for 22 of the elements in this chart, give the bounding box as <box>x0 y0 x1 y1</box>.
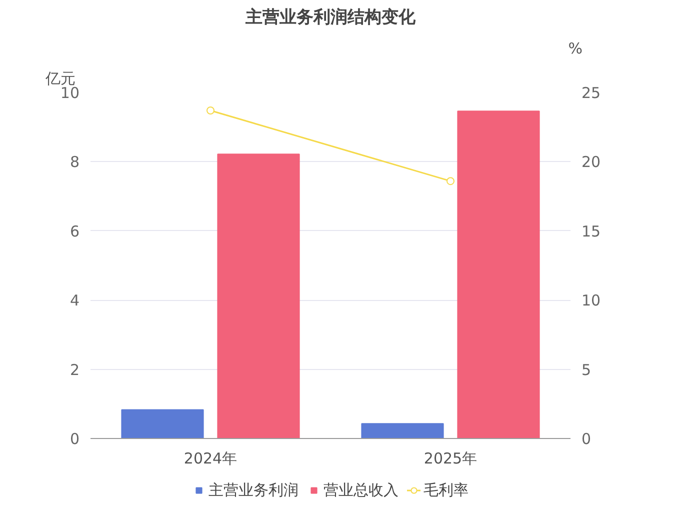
legend-label: 主营业务利润 <box>208 480 298 500</box>
bar <box>121 409 204 438</box>
y-tick-label: 8 <box>70 153 80 172</box>
x-tick-label: 2025年 <box>424 450 478 468</box>
y2-tick-label: 0 <box>582 430 592 448</box>
bar <box>361 423 444 438</box>
legend-label: 营业总收入 <box>324 480 398 500</box>
y-tick-label: 6 <box>70 222 80 240</box>
y2-axis-title: % <box>568 40 583 58</box>
chart-title: 主营业务利润结构变化 <box>244 8 416 28</box>
y2-tick-label: 20 <box>582 153 601 172</box>
bar <box>457 110 540 438</box>
y2-tick-label: 10 <box>582 292 601 310</box>
y-tick-label: 4 <box>70 292 80 310</box>
y2-tick-label: 15 <box>582 222 601 240</box>
y2-tick-label: 25 <box>582 84 601 102</box>
x-tick-label: 2024年 <box>184 450 238 468</box>
y-tick-label: 0 <box>70 430 80 448</box>
bar <box>217 154 300 438</box>
legend-label: 毛利率 <box>424 480 468 500</box>
y-tick-label: 2 <box>70 360 80 379</box>
y2-tick-label: 5 <box>582 360 592 379</box>
